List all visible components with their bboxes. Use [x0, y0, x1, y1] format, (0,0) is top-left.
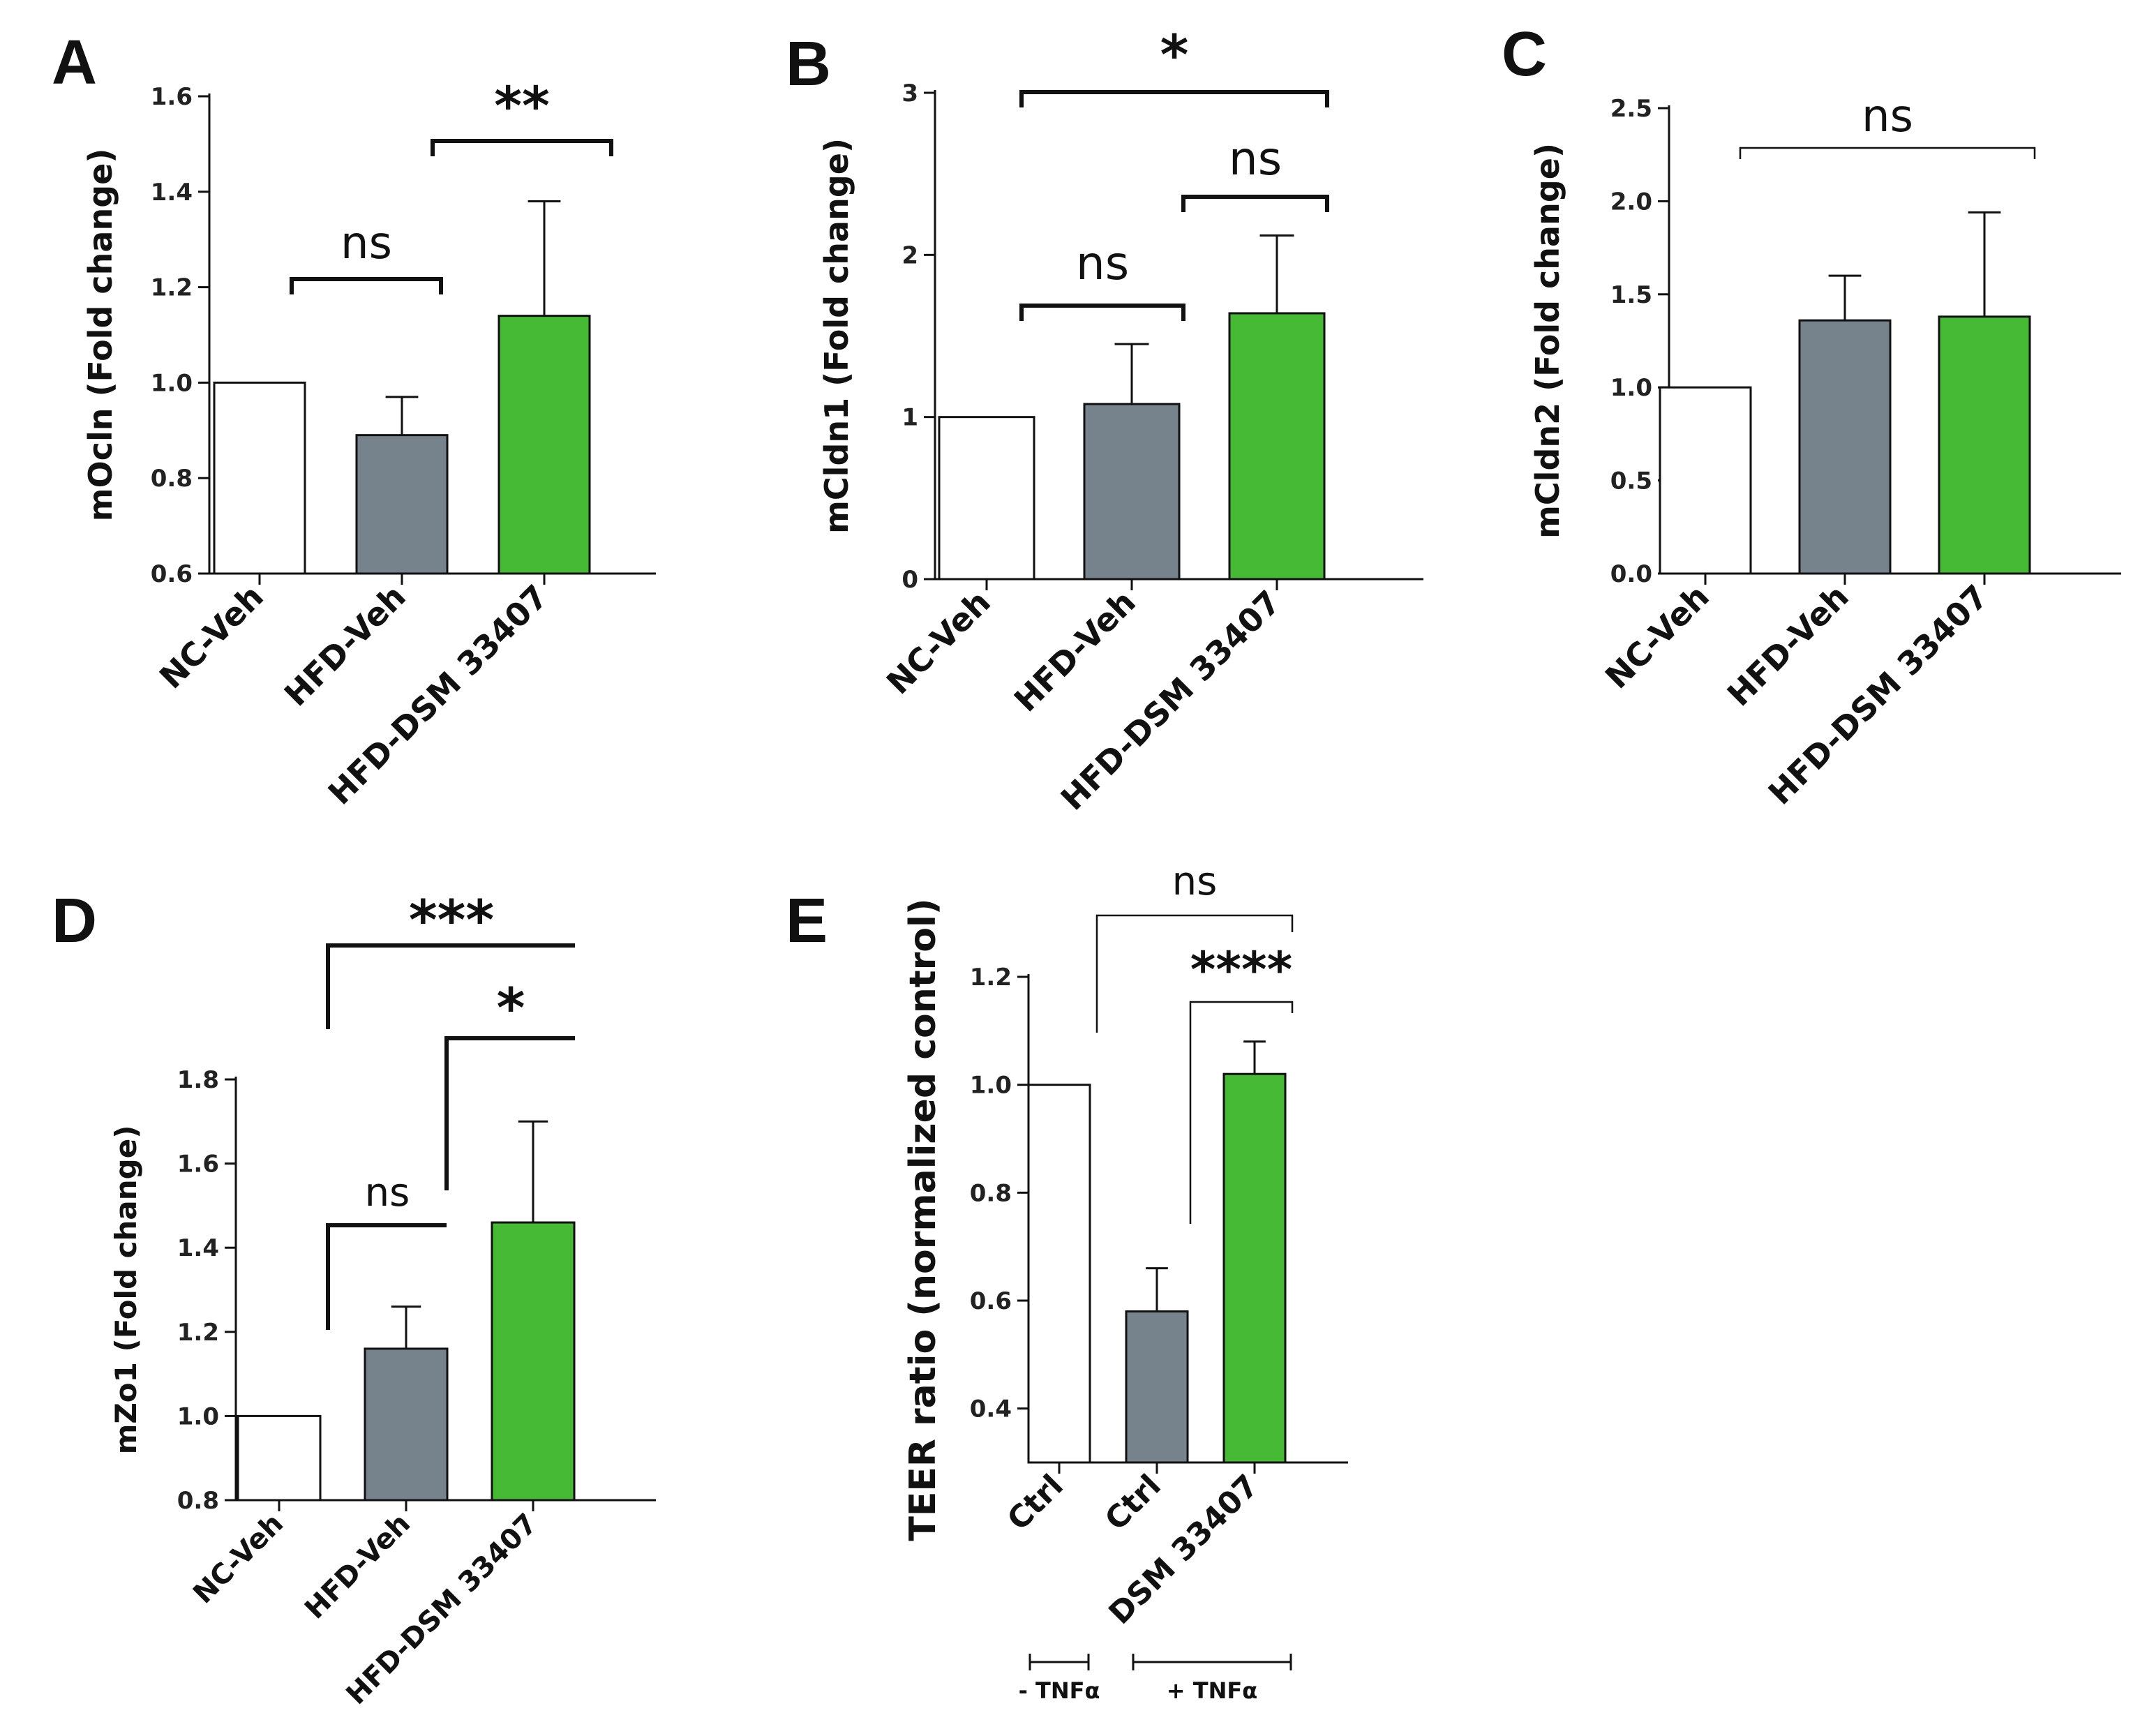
bar	[1228, 312, 1326, 581]
y-tick-label: 0.0	[1610, 560, 1652, 588]
y-tick-label: 1.0	[151, 369, 193, 397]
panel-letter: B	[786, 29, 831, 99]
bar	[1222, 1072, 1287, 1464]
panel-letter: C	[1502, 20, 1547, 89]
group-label: - TNFα	[1019, 1677, 1100, 1704]
y-axis-title: TEER ratio (normalized control)	[902, 898, 944, 1541]
y-tick-label: 2.0	[1610, 188, 1652, 216]
panel-letter: E	[786, 886, 828, 956]
y-tick-label: 1.2	[177, 1319, 219, 1347]
y-tick-label: 0.8	[177, 1487, 219, 1515]
significance-label: ns	[1076, 237, 1129, 290]
y-tick-label: 3	[902, 80, 918, 107]
significance-bracket	[1019, 304, 1185, 321]
group-label: + TNFα	[1167, 1677, 1257, 1704]
y-axis-title: mCldn2 (Fold change)	[1529, 143, 1566, 539]
significance-bracket	[326, 943, 575, 1029]
significance-label: ns	[341, 218, 392, 269]
significance-label: ns	[365, 1170, 410, 1215]
group-bracket	[1028, 1654, 1090, 1670]
y-tick-label: 1.0	[970, 1072, 1012, 1100]
significance-label: ns	[1862, 91, 1913, 142]
significance-label: **	[494, 75, 550, 137]
y-tick-label: 0.5	[1610, 467, 1652, 495]
y-axis-title: mZo1 (Fold change)	[109, 1125, 143, 1455]
y-tick-label: 1.4	[151, 179, 193, 207]
y-tick-label: 1.6	[177, 1151, 219, 1178]
y-tick-label: 0.4	[970, 1395, 1012, 1423]
significance-label: *	[1160, 24, 1189, 87]
significance-bracket	[1739, 147, 2036, 159]
y-tick-label: 0	[902, 566, 918, 594]
y-axis-title: mOcln (Fold change)	[82, 149, 119, 522]
bar	[364, 1347, 449, 1502]
y-tick-label: 1.5	[1610, 281, 1652, 309]
bar	[1083, 403, 1181, 581]
y-tick-label: 2.5	[1610, 95, 1652, 123]
significance-label: ***	[409, 890, 494, 952]
bar	[938, 416, 1035, 581]
significance-bracket	[1189, 1001, 1294, 1224]
significance-bracket	[326, 1223, 447, 1330]
bar	[1125, 1310, 1189, 1464]
significance-label: *	[497, 978, 525, 1040]
bar	[237, 1414, 322, 1502]
y-tick-label: 0.6	[970, 1287, 1012, 1315]
panel-letter: A	[52, 28, 97, 98]
y-tick-label: 0.8	[151, 465, 193, 493]
significance-bracket	[290, 277, 443, 294]
bar	[1027, 1084, 1091, 1464]
significance-label: ns	[1172, 859, 1218, 904]
bar	[1938, 315, 2031, 575]
significance-bracket	[444, 1036, 575, 1190]
significance-bracket	[1181, 195, 1329, 212]
bar	[355, 434, 449, 575]
bar	[1659, 386, 1752, 575]
y-tick-label: 0.8	[970, 1179, 1012, 1207]
bar	[213, 381, 306, 575]
y-tick-label: 2	[902, 241, 918, 269]
bar	[1798, 319, 1892, 575]
significance-bracket	[1095, 914, 1294, 1033]
y-tick-label: 1.8	[177, 1066, 219, 1094]
y-tick-label: 1.2	[151, 274, 193, 302]
bar	[498, 315, 591, 575]
y-tick-label: 1.0	[177, 1402, 219, 1430]
y-tick-label: 1.4	[177, 1234, 219, 1262]
y-tick-label: 1.0	[1610, 374, 1652, 402]
significance-bracket	[431, 139, 613, 156]
y-axis-title: mCldn1 (Fold change)	[818, 138, 855, 534]
significance-bracket	[1019, 90, 1329, 107]
y-tick-label: 0.6	[151, 560, 193, 588]
y-tick-label: 1.6	[151, 83, 193, 111]
y-tick-label: 1.2	[970, 964, 1012, 992]
significance-label: ns	[1229, 132, 1282, 186]
bar	[491, 1221, 576, 1502]
group-bracket	[1132, 1654, 1292, 1670]
significance-label: ****	[1190, 941, 1292, 998]
y-tick-label: 1	[902, 404, 918, 432]
panel-letter: D	[52, 886, 97, 956]
